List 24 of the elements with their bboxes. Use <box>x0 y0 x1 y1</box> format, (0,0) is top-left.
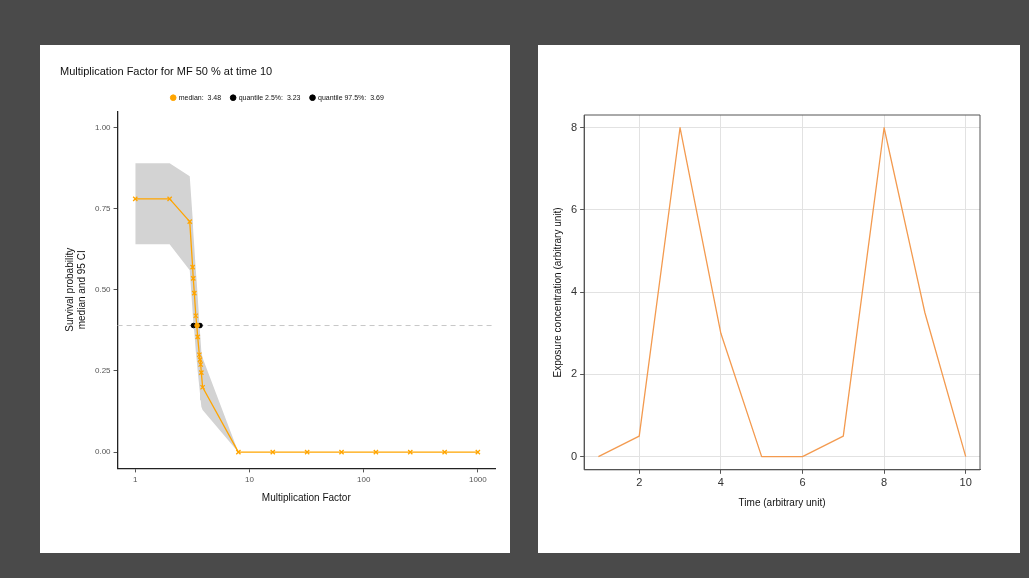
y-tick-label: 8 <box>570 120 578 133</box>
y-tick-label: 0.75 <box>94 203 112 213</box>
x-tick-label: 10 <box>245 475 255 485</box>
x-tick-label: 4 <box>717 476 724 489</box>
y-tick-label: 4 <box>570 285 578 298</box>
y-axis-title: Survival probability median and 95 CI <box>63 247 87 332</box>
x-tick-label: 2 <box>636 476 643 489</box>
y-tick-label: 0.50 <box>94 285 112 294</box>
x-tick-label: 6 <box>799 476 806 489</box>
chart-title: Multiplication Factor for MF 50 % at time 10 <box>60 64 273 77</box>
y-tick-label: 6 <box>570 203 578 215</box>
y-tick-label: 0.00 <box>94 447 112 457</box>
y-axis-title: Exposure concentration (arbitrary unit) <box>551 207 563 378</box>
x-tick-label: 100 <box>356 475 371 485</box>
y-tick-label: 0.25 <box>94 366 112 376</box>
y-tick-label: 1.00 <box>94 122 112 132</box>
x-tick-label: 10 <box>959 476 972 489</box>
y-tick-label: 2 <box>570 367 578 380</box>
x-tick-label: 8 <box>881 476 888 489</box>
x-tick-label: 1 <box>133 475 139 485</box>
x-tick-label: 1000 <box>468 475 488 485</box>
y-tick-label: 0 <box>570 449 578 462</box>
x-axis-title: Time (arbitrary unit) <box>738 496 826 508</box>
x-axis-title: Multiplication Factor <box>261 491 352 503</box>
